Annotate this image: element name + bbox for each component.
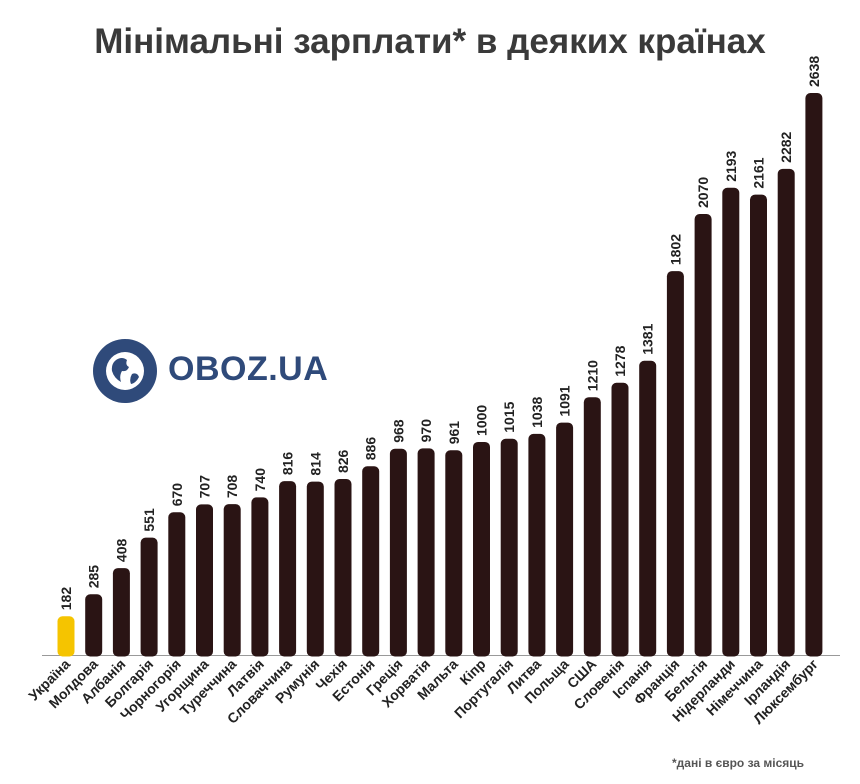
bar	[362, 466, 380, 657]
bar	[140, 537, 158, 657]
bar	[306, 481, 324, 657]
bar	[57, 616, 75, 657]
data-label: 2193	[723, 150, 739, 181]
footnote: *дані в євро за місяць	[672, 756, 805, 770]
logo-text: OBOZ.UA	[168, 350, 329, 388]
bar	[694, 214, 712, 657]
bar	[722, 187, 740, 657]
bar	[112, 568, 130, 657]
data-label: 551	[141, 508, 157, 532]
bar	[750, 194, 767, 657]
data-label: 961	[446, 421, 462, 445]
data-label: 1091	[557, 385, 573, 416]
bar	[556, 422, 574, 657]
data-label: 182	[58, 587, 74, 611]
data-label: 1278	[612, 345, 628, 376]
chart-title: Мінімальні зарплати* в деяких країнах	[94, 22, 766, 61]
data-label: 1802	[667, 234, 683, 265]
data-label: 1038	[529, 397, 545, 428]
bar	[528, 433, 546, 657]
globe-icon	[93, 339, 157, 403]
oboz-logo	[93, 339, 157, 403]
bar	[445, 450, 463, 657]
bar	[777, 168, 795, 657]
data-label: 886	[363, 437, 379, 461]
bar	[168, 512, 186, 657]
bar	[417, 448, 435, 657]
data-label: 968	[390, 419, 406, 443]
bar	[583, 397, 601, 657]
data-label: 708	[224, 475, 240, 499]
data-label: 707	[197, 475, 213, 499]
data-label: 285	[86, 565, 102, 589]
data-label: 816	[280, 452, 296, 476]
data-label: 740	[252, 468, 268, 492]
data-label: 814	[307, 452, 323, 476]
data-label: 670	[169, 483, 185, 507]
bar	[389, 448, 407, 657]
bar	[639, 360, 657, 657]
data-label: 1381	[640, 323, 656, 354]
bar	[666, 271, 684, 657]
bar	[805, 93, 823, 657]
data-label: 2282	[778, 131, 794, 162]
data-label: 1015	[501, 401, 517, 432]
bar	[196, 504, 213, 657]
data-label: 1210	[584, 360, 600, 391]
data-label: 2638	[806, 56, 822, 87]
data-label: 1000	[474, 405, 490, 436]
data-label: 970	[418, 419, 434, 443]
data-label: 826	[335, 449, 351, 473]
data-label: 2161	[751, 157, 767, 188]
data-label: 408	[113, 539, 129, 563]
data-label: 2070	[695, 177, 711, 208]
bar	[223, 504, 241, 657]
bar	[500, 438, 518, 657]
bar	[334, 479, 352, 657]
bar	[251, 497, 269, 657]
bar	[473, 441, 490, 657]
bar	[611, 382, 629, 657]
bar	[279, 481, 297, 657]
bar	[85, 594, 103, 657]
